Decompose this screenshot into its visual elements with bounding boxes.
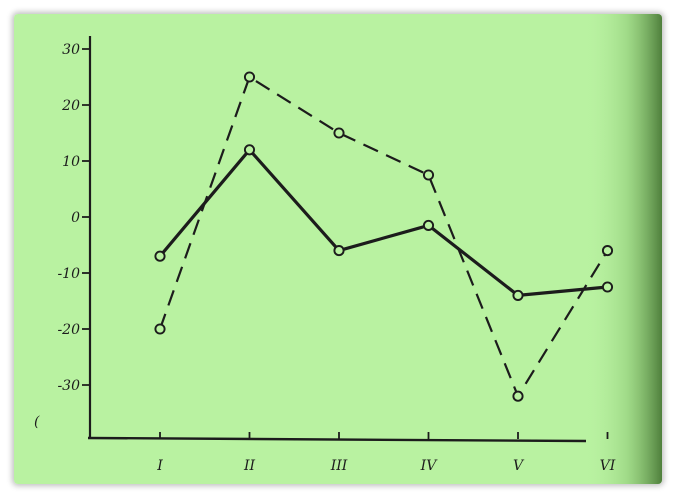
dashed-series-point (243, 71, 256, 83)
page-edge-shadow (584, 14, 662, 484)
y-tick-label: -10 (57, 266, 80, 282)
x-tick-label: IV (420, 458, 439, 474)
x-tick-label: VI (600, 458, 616, 474)
x-axis-line (87, 436, 587, 443)
y-tick-label: 0 (71, 210, 80, 226)
solid-series-line (158, 148, 608, 297)
solid-series-point (601, 281, 614, 293)
stray-mark: ( (34, 414, 40, 430)
dashed-series-point (422, 169, 435, 181)
solid-series-point (154, 250, 166, 262)
solid-series-point (422, 219, 435, 231)
series-layer (154, 71, 614, 402)
x-tick-label: II (243, 458, 256, 474)
dashed-series-point (154, 323, 166, 335)
dashed-series-point (601, 245, 614, 257)
y-tick-label: -20 (57, 322, 80, 338)
y-tick-label: 30 (62, 42, 80, 58)
dashed-series-line (158, 75, 609, 398)
y-tick-label: 20 (61, 98, 80, 114)
x-tick-label: III (330, 458, 348, 474)
solid-series-point (333, 245, 345, 257)
y-tick-label: -30 (57, 378, 80, 394)
solid-series-point (512, 289, 524, 301)
x-tick-label: V (513, 458, 525, 474)
dashed-series-point (333, 127, 345, 139)
dashed-series-point (512, 390, 524, 402)
solid-series-point (243, 144, 256, 156)
x-tick-label: I (156, 458, 163, 474)
y-tick-label: 10 (62, 154, 80, 170)
chart-frame: 30 20 10 0 -10 -20 -30 I II III IV V VI ( (14, 14, 662, 484)
